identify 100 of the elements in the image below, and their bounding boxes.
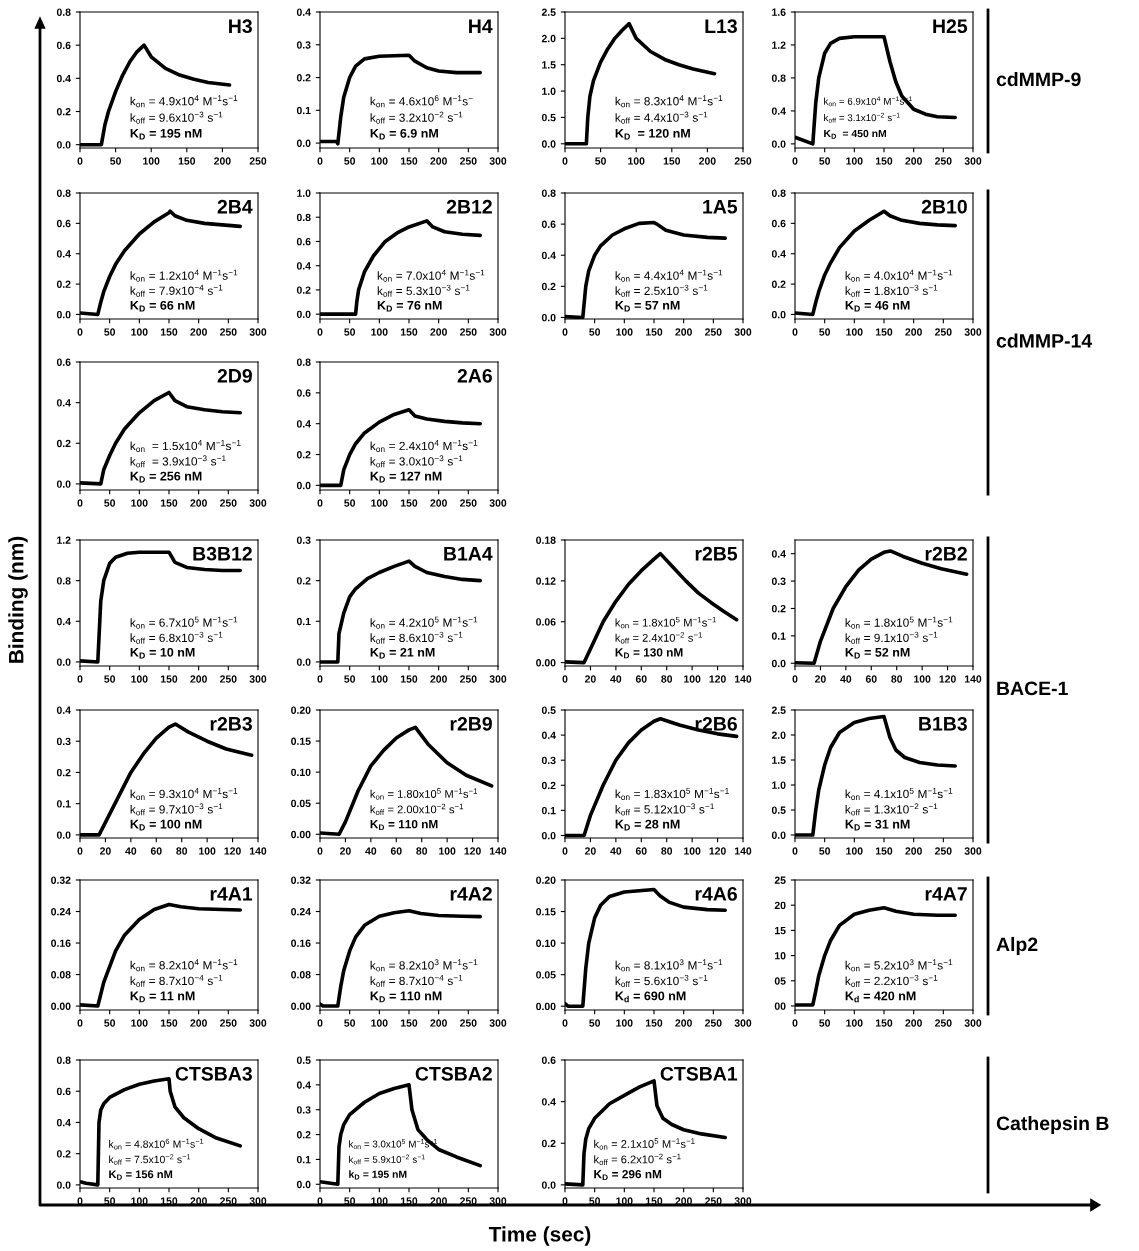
- x-tick-label: 150: [875, 328, 893, 336]
- y-tick-label: 0.2: [541, 1139, 556, 1148]
- y-tick-label: 0.4: [296, 8, 311, 16]
- x-tick-label: 100: [371, 499, 388, 507]
- x-tick-label: 300: [249, 499, 267, 507]
- annotation: k$_{on}$ = 2.4x10$^{4}$ M$^{−1}$s$^{−1}$: [370, 439, 478, 452]
- annotation: k$_{D}$ = 195 nM: [349, 1170, 407, 1180]
- x-tick-label: 50: [344, 1019, 356, 1027]
- x-tick-label: 120: [709, 847, 726, 855]
- x-tick-label: 300: [964, 157, 982, 165]
- x-tick-label: 200: [905, 847, 922, 855]
- x-tick-label: 250: [460, 499, 477, 507]
- x-tick-label: 200: [430, 1019, 447, 1027]
- y-tick-label: 0.1: [771, 632, 786, 640]
- x-tick-label: 80: [176, 847, 188, 855]
- y-tick-label: 0.2: [296, 451, 311, 459]
- x-tick-label: 20: [340, 847, 351, 855]
- text: Alp2: [996, 936, 1038, 956]
- x-tick-label: 0: [317, 675, 323, 683]
- chart-title: B1B3: [919, 716, 967, 731]
- x-tick-label: 300: [734, 1019, 752, 1027]
- y-tick-label: 0.8: [296, 213, 311, 222]
- x-tick-label: 200: [190, 675, 207, 683]
- x-tick-label: 140: [964, 675, 982, 683]
- y-tick-label: 0.0: [56, 480, 71, 488]
- y-tick-label: 1.2: [772, 41, 786, 49]
- annotation: K$_{d}$ = 690 nM: [615, 991, 686, 1003]
- y-tick-label: 0.0: [771, 831, 786, 839]
- y-tick-label: 0.0: [56, 141, 71, 149]
- y-tick-label: 0.6: [541, 220, 556, 228]
- y-tick-label: 0.2: [296, 286, 311, 294]
- y-tick-label: 0.1: [56, 800, 71, 808]
- y-tick-label: 1.0: [297, 189, 311, 197]
- x-tick-label: 150: [663, 157, 681, 165]
- y-tick-label: 2.0: [541, 34, 556, 43]
- x-tick-label: 120: [464, 847, 481, 855]
- x-tick-label: 140: [734, 847, 752, 855]
- y-tick-label: 0.4: [771, 107, 786, 115]
- y-tick-label: 0.2: [771, 280, 786, 288]
- y-tick-label: 0.4: [296, 262, 311, 270]
- y-tick-label: 0.0: [296, 658, 311, 666]
- y-tick-label: 0.15: [536, 908, 556, 916]
- annotation: k$_{on}$ = 4.1x10$^{5}$ M$^{−1}$s$^{−1}$: [845, 787, 953, 800]
- y-tick-label: 25: [774, 876, 786, 884]
- x-tick-label: 0: [317, 328, 323, 336]
- y-tick-label: 15: [775, 927, 786, 935]
- annotation: k$_{on}$ = 4.2x10$^{5}$ M$^{−1}$s$^{−1}$: [370, 616, 478, 629]
- annotation: k$_{off}$ = 5.3x10$^{−3}$ s$^{−1}$: [377, 284, 470, 297]
- y-tick-label: 0.8: [56, 1056, 71, 1064]
- x-tick-label: 0: [562, 157, 568, 165]
- y-tick-label: 0.4: [56, 250, 71, 258]
- x-tick-label: 0: [77, 157, 83, 165]
- annotation: K$_{D}$ = 31 nM: [845, 819, 910, 831]
- x-tick-label: 50: [104, 675, 116, 683]
- chart-title: 2B12: [446, 199, 492, 214]
- x-tick-label: 50: [595, 157, 606, 165]
- y-tick-label: 0.05: [291, 799, 311, 808]
- y-tick-label: 0.2: [541, 282, 556, 291]
- annotation: k$_{off}$ = 8.7x10$^{−4}$ s$^{−1}$: [370, 974, 463, 987]
- y-tick-label: 1.5: [542, 61, 556, 69]
- y-tick-label: 0.4: [541, 731, 556, 739]
- annotation: k$_{on}$ = 4.8x10$^{6}$ M$^{−1}$s$^{−1}$: [109, 1138, 204, 1150]
- y-tick-label: 2.0: [771, 731, 786, 739]
- y-tick-label: 0.2: [56, 1150, 71, 1158]
- x-tick-label: 100: [616, 328, 633, 336]
- x-tick-label: 150: [875, 157, 893, 165]
- y-tick-label: 0.8: [56, 577, 71, 585]
- y-tick-label: 0.0: [541, 831, 556, 840]
- x-tick-label: 150: [400, 675, 418, 683]
- y-tick-label: 0.0: [56, 831, 71, 839]
- x-tick-label: 250: [935, 847, 952, 855]
- x-tick-label: 50: [110, 157, 121, 165]
- y-tick-label: 1.6: [772, 8, 786, 16]
- y-tick-label: 1.0: [772, 781, 786, 789]
- annotation: K$_{D}$ = 21 nM: [370, 647, 435, 659]
- annotation: k$_{on}$ = 1.2x10$^{4}$ M$^{−1}$s$^{−1}$: [130, 269, 238, 282]
- x-tick-label: 200: [430, 675, 447, 683]
- y-tick-label: 00: [774, 1002, 786, 1010]
- annotation: k$_{off}$ = 1.3x10$^{−2}$ s$^{−1}$: [845, 803, 938, 816]
- chart-title: H3: [229, 19, 252, 34]
- x-tick-label: 20: [100, 847, 111, 855]
- chart-title: r4A1: [210, 887, 253, 901]
- annotation: k$_{off}$ = 3.9x10$^{−3}$ s$^{−1}$: [130, 455, 226, 468]
- annotation: k$_{off}$ = 2.4x10$^{−2}$ s$^{−1}$: [615, 632, 702, 644]
- annotation: k$_{on}$ = 2.1x10$^{5}$ M$^{−1}$s$^{−1}$: [594, 1138, 695, 1150]
- y-tick-label: 0.6: [771, 219, 786, 228]
- y-tick-label: 0.6: [56, 219, 71, 228]
- x-tick-label: 60: [635, 675, 647, 683]
- x-tick-label: 50: [104, 328, 116, 336]
- x-tick-label: 80: [661, 847, 673, 855]
- y-tick-label: 0.5: [296, 1056, 311, 1064]
- chart-title: CTSBA2: [415, 1066, 492, 1081]
- x-tick-label: 150: [875, 1019, 893, 1027]
- chart-title: r2B5: [695, 546, 738, 561]
- x-tick-label: 300: [489, 1019, 507, 1027]
- x-tick-label: 150: [178, 157, 196, 165]
- annotation: k$_{off}$ = 5.9x10$^{−2}$ s$^{−1}$: [349, 1154, 425, 1165]
- annotation: k$_{off}$ = 2.2x10$^{−3}$ s$^{−1}$: [845, 974, 938, 987]
- y-tick-label: 0.5: [771, 806, 786, 814]
- y-tick-label: 10: [775, 952, 786, 960]
